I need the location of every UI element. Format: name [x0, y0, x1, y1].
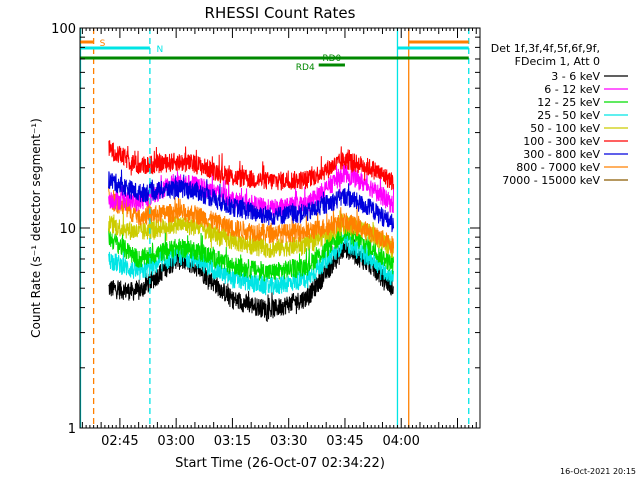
x-tick-label: 03:30	[270, 434, 307, 449]
legend-entry-label: 800 - 7000 keV	[516, 161, 600, 174]
y-tick-label: 10	[59, 222, 76, 237]
x-tick-label: 03:15	[214, 434, 251, 449]
x-axis: 02:45 03:00 03:15 03:30 03:45 04:00	[81, 28, 481, 449]
status-bar-label: RD4	[296, 63, 315, 73]
series-line-100-300keV	[108, 140, 395, 191]
series-line-300-800keV	[108, 169, 395, 233]
y-axis: 1 10 100	[51, 22, 480, 437]
legend-entry-label: 25 - 50 keV	[537, 109, 600, 122]
y-axis-label: Count Rate (s⁻¹ detector segment⁻¹)	[29, 118, 43, 338]
vertical-marker-lines	[79, 28, 470, 428]
status-bar-label: RD0	[322, 54, 341, 64]
status-bar-label: N	[157, 45, 164, 55]
series-line-12-25keV	[108, 216, 395, 282]
legend-header: Det 1f,3f,4f,5f,6f,9f,	[491, 42, 600, 55]
footer-timestamp: 16-Oct-2021 20:15	[560, 467, 636, 476]
x-tick-label: 04:00	[382, 434, 419, 449]
x-axis-label: Start Time (26-Oct-07 02:34:22)	[175, 456, 385, 471]
legend-entry-label: 3 - 6 keV	[551, 70, 600, 83]
x-tick-label: 03:45	[326, 434, 363, 449]
legend-entry-label: 300 - 800 keV	[523, 148, 600, 161]
y-tick-label: 100	[51, 22, 76, 37]
legend-entry-label: 100 - 300 keV	[523, 135, 600, 148]
legend-entry-label: 50 - 100 keV	[530, 122, 600, 135]
x-tick-label: 02:45	[101, 434, 138, 449]
legend-header: FDecim 1, Att 0	[515, 55, 600, 68]
series-line-800-7000keV	[108, 186, 395, 255]
series-line-3-6keV	[108, 239, 394, 322]
chart-title: RHESSI Count Rates	[205, 4, 356, 22]
legend-entry-label: 7000 - 15000 keV	[502, 174, 600, 187]
status-bar-label: S	[100, 39, 106, 49]
legend-entry-label: 12 - 25 keV	[537, 96, 600, 109]
series-curves	[108, 140, 395, 322]
legend-entry-label: 6 - 12 keV	[544, 83, 600, 96]
y-tick-label: 1	[68, 422, 76, 437]
legend: Det 1f,3f,4f,5f,6f,9f,FDecim 1, Att 0 3 -…	[491, 42, 628, 187]
status-bars: S N RD0 RD4	[80, 39, 469, 73]
x-tick-label: 03:00	[157, 434, 194, 449]
